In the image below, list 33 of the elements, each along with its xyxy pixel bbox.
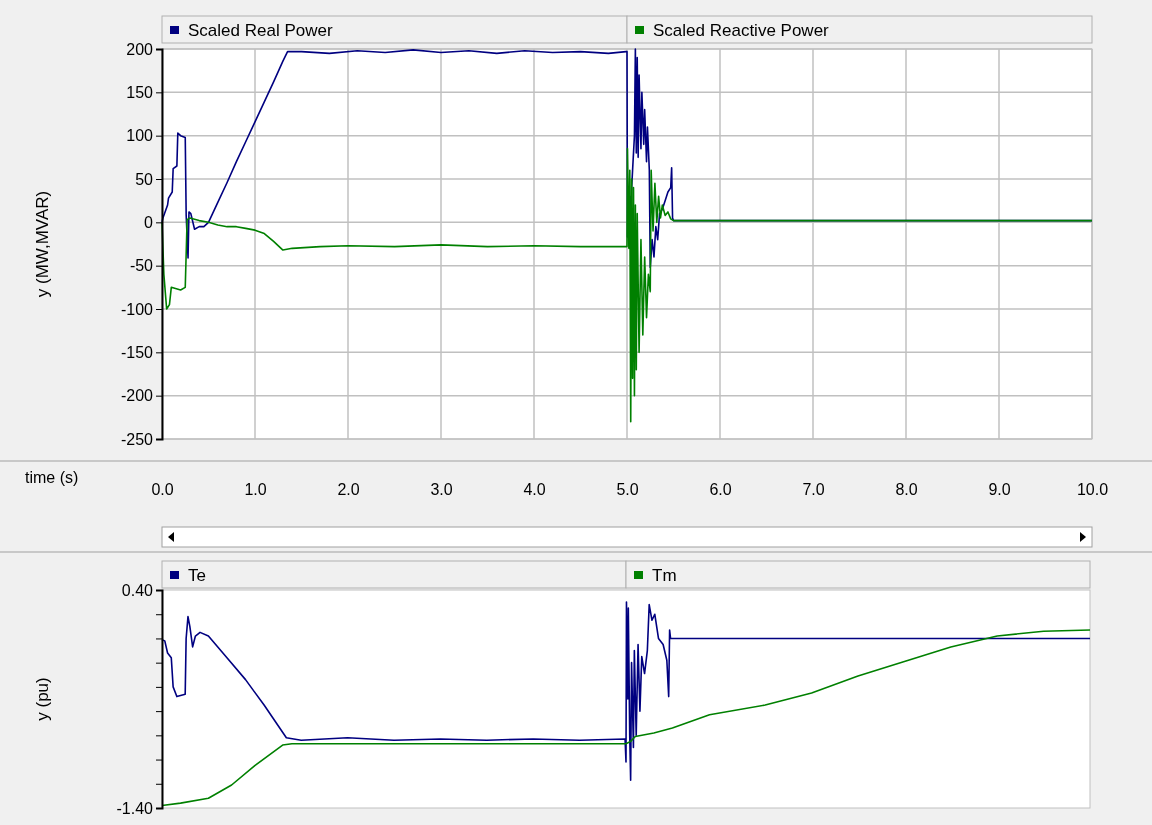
x-tick-label: 3.0 (430, 481, 453, 499)
legend-label: Scaled Reactive Power (653, 21, 830, 40)
line-series (161, 601, 1091, 781)
y-tick-label: -250 (120, 430, 154, 448)
y-tick-label: 50 (135, 170, 154, 188)
y-tick-label: -1.40 (116, 799, 154, 817)
y-axis-title: y (pu) (33, 677, 52, 721)
x-axis-title: time (s) (25, 469, 79, 486)
x-tick-label: 4.0 (523, 481, 546, 499)
x-tick-label: 6.0 (709, 481, 732, 499)
legend-label: Tm (652, 566, 677, 585)
line-series (161, 147, 1093, 423)
y-tick-label: 100 (126, 127, 154, 145)
legend-label: Scaled Real Power (188, 21, 333, 40)
legend-label: Te (188, 566, 206, 585)
y-tick-label: 200 (126, 40, 154, 58)
y-tick-label: 150 (126, 83, 154, 101)
x-tick-label: 1.0 (244, 481, 267, 499)
x-tick-label: 10.0 (1076, 481, 1109, 499)
y-tick-label: -150 (120, 343, 154, 361)
y-tick-label: 0 (144, 213, 154, 231)
x-tick-label: 9.0 (988, 481, 1011, 499)
x-tick-label: 0.0 (151, 481, 174, 499)
y-tick-label: -50 (129, 257, 154, 275)
x-tick-label: 7.0 (802, 481, 825, 499)
x-tick-label: 2.0 (337, 481, 360, 499)
x-tick-label: 5.0 (616, 481, 639, 499)
x-tick-label: 8.0 (895, 481, 918, 499)
y-axis-title: y (MW,MVAR) (33, 190, 52, 298)
line-series (161, 629, 1091, 807)
y-tick-label: -200 (120, 387, 154, 405)
y-tick-label: 0.40 (121, 581, 154, 599)
y-tick-label: -100 (120, 300, 154, 318)
